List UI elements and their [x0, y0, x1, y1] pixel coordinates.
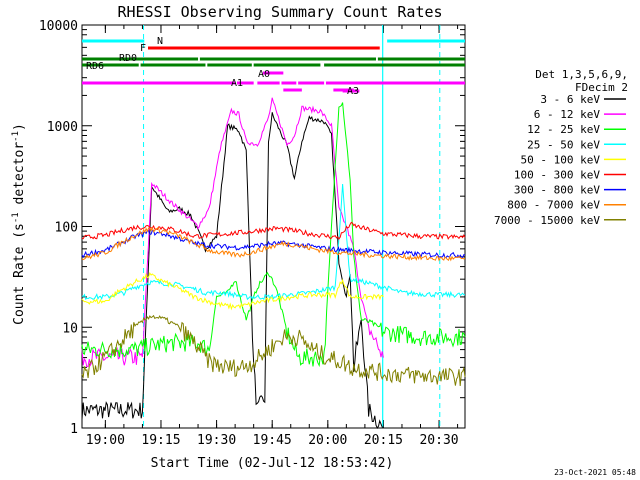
flag-label-a1: A1 [231, 78, 243, 89]
chart-title: RHESSI Observing Summary Count Rates [117, 3, 442, 21]
y-axis-label-part1: Count Rate (s [12, 223, 27, 325]
series-line-7 [81, 226, 466, 262]
legend-label: 6 - 12 keV [534, 108, 601, 121]
flag-label-a3: A3 [347, 86, 359, 97]
y-tick-label: 1 [70, 422, 78, 437]
legend-label: 50 - 100 keV [521, 153, 601, 166]
series-line-2 [81, 102, 466, 368]
series-line-6 [81, 229, 466, 259]
y-tick-label: 10000 [39, 19, 78, 34]
legend-label: 3 - 6 keV [540, 93, 600, 106]
y-tick-label: 10 [62, 321, 78, 336]
y-axis-label-sup2: -1 [11, 131, 21, 142]
y-axis-label-part3: ) [12, 123, 27, 131]
series-line-1 [81, 97, 384, 368]
flag-label-rd6: RD6 [86, 61, 104, 72]
x-tick-label: 20:00 [308, 433, 347, 448]
x-tick-label: 20:15 [364, 433, 403, 448]
x-tick-label: 19:15 [141, 433, 180, 448]
y-tick-label: 100 [55, 221, 78, 236]
series-line-8 [81, 314, 466, 387]
legend: Det 1,3,5,6,9, FDecim 2 3 - 6 keV 6 - 12 … [494, 68, 628, 227]
legend-label: 12 - 25 keV [527, 123, 600, 136]
x-tick-label: 20:30 [419, 433, 458, 448]
x-tick-label: 19:30 [197, 433, 236, 448]
legend-label: 800 - 7000 keV [507, 199, 600, 212]
footer-timestamp: 23-Oct-2021 05:48 [554, 468, 636, 477]
series-line-4 [81, 271, 384, 311]
y-tick-label: 1000 [47, 120, 78, 135]
legend-label: 25 - 50 keV [527, 138, 600, 151]
flag-label-a0: A0 [258, 69, 270, 80]
flag-label-rd0: RD0 [119, 53, 137, 64]
series-line-5 [81, 221, 466, 240]
y-axis-label: Count Rate (s-1 detector-1) [11, 123, 27, 325]
legend-header-line2: FDecim 2 [575, 81, 628, 94]
series-line-3 [81, 183, 465, 301]
x-axis-label: Start Time (02-Jul-12 18:53:42) [151, 456, 394, 471]
series-line-0 [81, 112, 384, 430]
legend-label: 7000 - 15000 keV [494, 214, 600, 227]
x-tick-label: 19:00 [86, 433, 125, 448]
legend-header-line1: Det 1,3,5,6,9, [535, 68, 628, 81]
flag-label-n: N [157, 36, 163, 47]
y-axis-label-sup1: -1 [11, 212, 21, 223]
legend-label: 300 - 800 keV [514, 184, 600, 197]
y-axis-label-part2: detector [12, 142, 27, 213]
flag-label-f: F [140, 43, 146, 54]
plot-area: 19:00 19:15 19:30 19:45 20:00 20:15 20:30 1 10 10… [39, 19, 466, 448]
legend-label: 100 - 300 keV [514, 169, 600, 182]
x-tick-label: 19:45 [253, 433, 292, 448]
